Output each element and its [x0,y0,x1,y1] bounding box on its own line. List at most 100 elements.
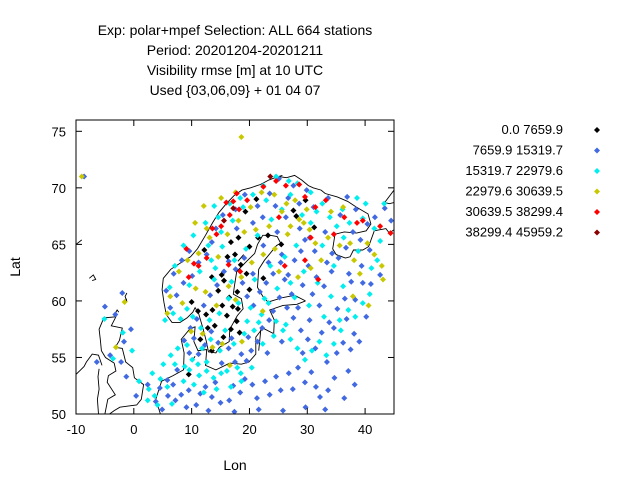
station-marker [214,282,221,289]
station-marker [78,173,85,180]
station-marker [203,311,210,318]
station-marker [164,377,171,384]
station-marker [297,248,304,255]
y-tick-label: 55 [52,350,66,365]
station-marker [225,295,232,302]
station-marker [278,208,285,215]
station-marker [196,372,203,379]
station-marker [184,305,191,312]
coastline-segment [383,189,394,205]
station-marker [266,190,273,197]
station-marker [164,383,171,390]
station-marker [241,330,248,337]
station-marker [352,206,359,213]
station-marker [203,251,210,258]
station-marker [227,239,234,246]
station-marker [288,291,295,298]
station-marker [323,358,330,365]
y-tick-label: 50 [52,407,66,422]
station-marker [185,371,192,378]
station-marker [378,262,385,269]
coastline-segment [237,254,245,262]
station-marker [133,392,140,399]
station-marker [323,352,330,359]
station-marker [120,338,127,345]
station-marker [136,378,143,385]
station-marker [347,346,354,353]
station-marker [235,217,242,224]
station-marker [253,395,260,402]
legend: 0.0 7659.9 7659.9 15319.7 15319.7 22979.6 2… [465,122,600,240]
station-marker [197,336,204,343]
station-marker [184,257,191,264]
station-marker [377,223,384,230]
station-marker [157,375,164,382]
station-marker [267,262,274,269]
station-marker [268,216,275,223]
station-marker [318,257,325,264]
station-marker [330,262,337,269]
station-marker [178,257,185,264]
station-marker [365,302,372,309]
station-marker [245,334,252,341]
station-marker [232,266,239,273]
station-marker [215,253,222,260]
station-marker [291,257,298,264]
station-marker [275,268,282,275]
station-marker [219,243,226,250]
station-marker [217,399,224,406]
station-marker [368,265,375,272]
station-marker [237,268,244,275]
station-marker [316,302,323,309]
station-marker [186,282,193,289]
station-marker [312,383,319,390]
station-marker [235,300,242,307]
station-marker [209,306,216,313]
station-marker [145,386,152,393]
station-marker [321,313,328,320]
station-marker [218,370,225,377]
station-marker [243,270,250,277]
station-marker [311,248,318,255]
station-marker [270,270,277,277]
station-marker [173,292,180,299]
station-marker [306,317,313,324]
station-marker [263,197,270,204]
station-marker [205,407,212,414]
station-marker [283,200,290,207]
station-marker [232,358,238,365]
station-marker [344,193,351,200]
station-marker [232,251,238,258]
coastline-segment [89,274,97,282]
coastline-segment [76,353,103,375]
station-marker [246,286,253,293]
station-marker [188,328,195,335]
legend-label: 15319.7 22979.6 [465,163,563,178]
station-marker [247,204,254,211]
station-marker [303,206,310,213]
station-marker [316,338,323,345]
station-marker [219,302,226,309]
station-marker [296,216,303,223]
station-marker [93,358,100,365]
station-marker [254,338,261,345]
station-marker [356,270,363,277]
legend-label: 22979.6 30639.5 [465,184,563,199]
station-marker [203,225,210,232]
station-marker [374,257,381,264]
station-marker [234,364,241,371]
station-marker [213,231,220,238]
station-marker [207,292,214,299]
station-marker [364,221,371,228]
station-marker [180,279,187,286]
station-marker [287,223,294,230]
station-marker [295,274,302,281]
station-marker [244,293,251,300]
station-marker [218,223,225,230]
station-marker [346,219,353,226]
station-marker [277,259,284,266]
station-marker [330,325,337,332]
station-marker [238,378,245,385]
station-marker [178,391,185,398]
station-marker [174,345,181,352]
